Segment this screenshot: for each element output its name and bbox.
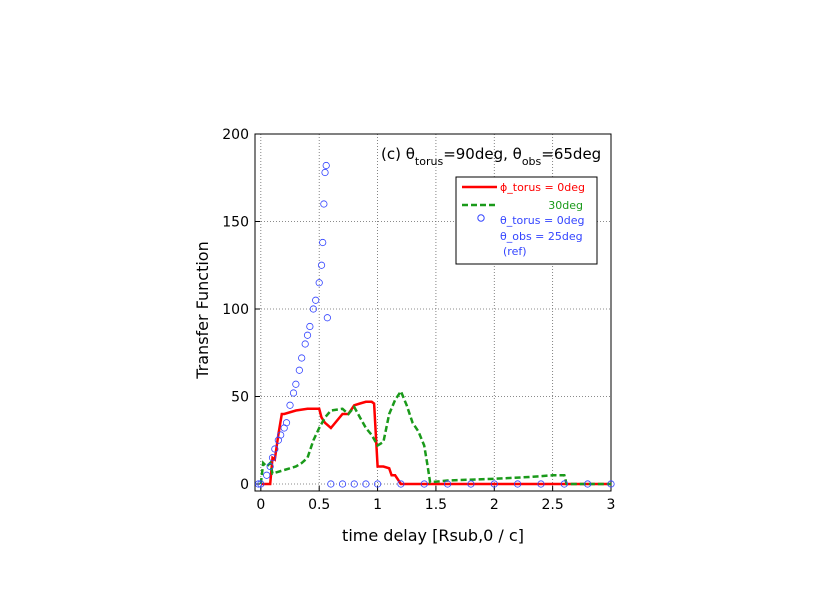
data-point [315,279,323,287]
data-point [467,480,475,488]
data-point [350,480,358,488]
annotation: (c) θtorus=90deg, θobs=65deg [381,145,601,168]
legend-label: θ_torus = 0deg [500,214,584,227]
annotation-part: (c) θ [381,145,415,163]
data-point [292,380,300,388]
data-point [373,480,382,488]
data-point [338,480,347,488]
annotation-part: =65deg [541,145,601,163]
data-point [306,322,314,331]
data-point [322,161,330,170]
data-point [263,471,271,479]
y-tick-label: 50 [231,390,249,406]
data-point [490,480,498,488]
y-tick-label: 150 [222,215,249,231]
y-tick-label: 0 [240,477,249,493]
x-tick-label: 1 [373,497,382,513]
x-tick-label: 2.5 [542,497,564,513]
data-point [327,480,335,488]
data-point [312,296,320,304]
plot-area [254,133,615,492]
x-tick-label: 2 [490,497,499,513]
data-point [266,462,274,471]
y-axis-label: Transfer Function [193,241,212,379]
data-point [317,261,326,269]
legend-symbol [477,214,485,222]
data-point [257,480,265,488]
y-tick-label: 200 [222,127,249,143]
data-point [254,480,263,488]
data-point [271,445,279,453]
data-point [560,480,568,488]
data-point [303,331,312,339]
data-point [514,480,522,488]
data-point [289,389,298,397]
data-point [420,480,428,488]
data-point [268,454,277,462]
data-line [259,388,611,486]
data-point [286,401,294,409]
legend-label: 30deg [548,199,583,212]
annotation-sub: torus [415,155,444,168]
y-tick-label: 100 [222,302,249,318]
data-point [537,480,545,488]
data-point [282,419,291,427]
legend-label: θ_obs = 25deg [500,230,583,243]
x-axis-label: time delay [Rsub,0 / c] [342,526,524,545]
data-point [584,480,592,488]
data-point [443,480,452,488]
data-point [321,168,329,177]
x-tick-label: 0 [256,497,265,513]
x-tick-label: 3 [607,497,616,513]
data-point [362,480,370,488]
axes-frame [254,133,612,492]
data-point [607,480,615,488]
data-point [397,480,405,488]
data-point [323,314,331,322]
legend-label: ϕ_torus = 0deg [500,181,585,194]
data-point [320,200,328,208]
data-point [295,366,303,374]
legend-label: (ref) [503,245,527,258]
x-tick-label: 1.5 [425,497,447,513]
data-point [277,431,285,439]
x-tick-label: 0.5 [308,497,330,513]
annotation-part: =90deg, θ [443,145,522,163]
annotation-sub: obs [522,155,542,168]
data-point [309,305,317,313]
data-point [319,238,327,247]
data-point [298,354,306,362]
data-point [301,340,309,348]
